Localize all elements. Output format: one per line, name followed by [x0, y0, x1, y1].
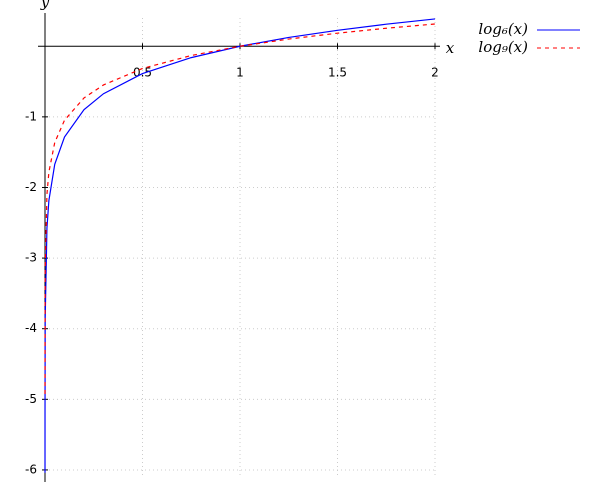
y-tick-label: -5 — [25, 392, 37, 406]
line — [44, 23, 436, 394]
y-tick-label: -4 — [25, 321, 37, 335]
x-axis-label: x — [446, 39, 455, 57]
y-tick-label: -6 — [25, 462, 37, 476]
y-axis-label: y — [40, 0, 50, 11]
x-tick-label: 1 — [236, 66, 244, 80]
y-tick-label: -1 — [25, 109, 37, 123]
legend-label: log₆(x) — [478, 20, 528, 38]
y-tick-label: -2 — [25, 180, 37, 194]
line — [44, 18, 436, 473]
legend-label: log₉(x) — [478, 38, 528, 56]
y-tick-label: -3 — [25, 251, 37, 265]
x-tick-label: 2 — [431, 66, 439, 80]
x-tick-label: 1.5 — [328, 66, 347, 80]
